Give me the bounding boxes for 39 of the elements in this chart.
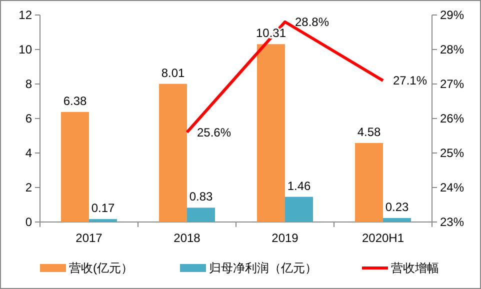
data-label: 4.58: [357, 124, 381, 139]
data-label: 27.1%: [393, 74, 428, 88]
data-label: 0.17: [91, 201, 115, 216]
x-tick-label: 2018: [174, 231, 201, 245]
x-tick-label: 2017: [76, 231, 103, 245]
y2-tick-label: 24%: [440, 180, 464, 194]
bar: [89, 219, 117, 222]
y2-tick-label: 26%: [440, 112, 464, 126]
bar: [187, 208, 215, 222]
bar: [159, 84, 187, 222]
legend-label: 营收增幅: [391, 261, 439, 275]
data-label: 0.23: [385, 200, 409, 214]
data-label: 6.38: [63, 94, 87, 108]
y2-tick-label: 27%: [440, 77, 464, 91]
y-tick-label: 0: [25, 215, 32, 229]
data-label: 25.6%: [197, 125, 232, 140]
bar: [61, 112, 89, 222]
bar: [257, 44, 285, 222]
bar: [285, 196, 313, 222]
data-label: 28.8%: [295, 14, 330, 29]
data-label: 8.01: [161, 66, 185, 80]
legend-label: 归母净利润（亿元）: [209, 261, 317, 275]
x-tick-label: 2019: [272, 231, 299, 245]
bar: [383, 218, 411, 222]
y-tick-label: 6: [25, 112, 32, 126]
data-label: 0.83: [189, 190, 213, 204]
y-tick-label: 2: [25, 180, 32, 194]
x-tick-label: 2020H1: [362, 231, 404, 245]
y-tick-label: 12: [18, 8, 32, 22]
bar: [355, 142, 383, 222]
y-tick-label: 10: [18, 42, 32, 56]
y-tick-label: 4: [25, 146, 32, 160]
y2-tick-label: 29%: [440, 8, 464, 22]
y2-tick-label: 23%: [440, 215, 464, 229]
y2-tick-label: 25%: [440, 146, 464, 160]
y2-tick-label: 28%: [440, 42, 464, 56]
y-tick-label: 8: [25, 77, 32, 91]
data-label: 1.46: [287, 178, 311, 193]
legend-label: 营收(亿元）: [69, 261, 133, 275]
